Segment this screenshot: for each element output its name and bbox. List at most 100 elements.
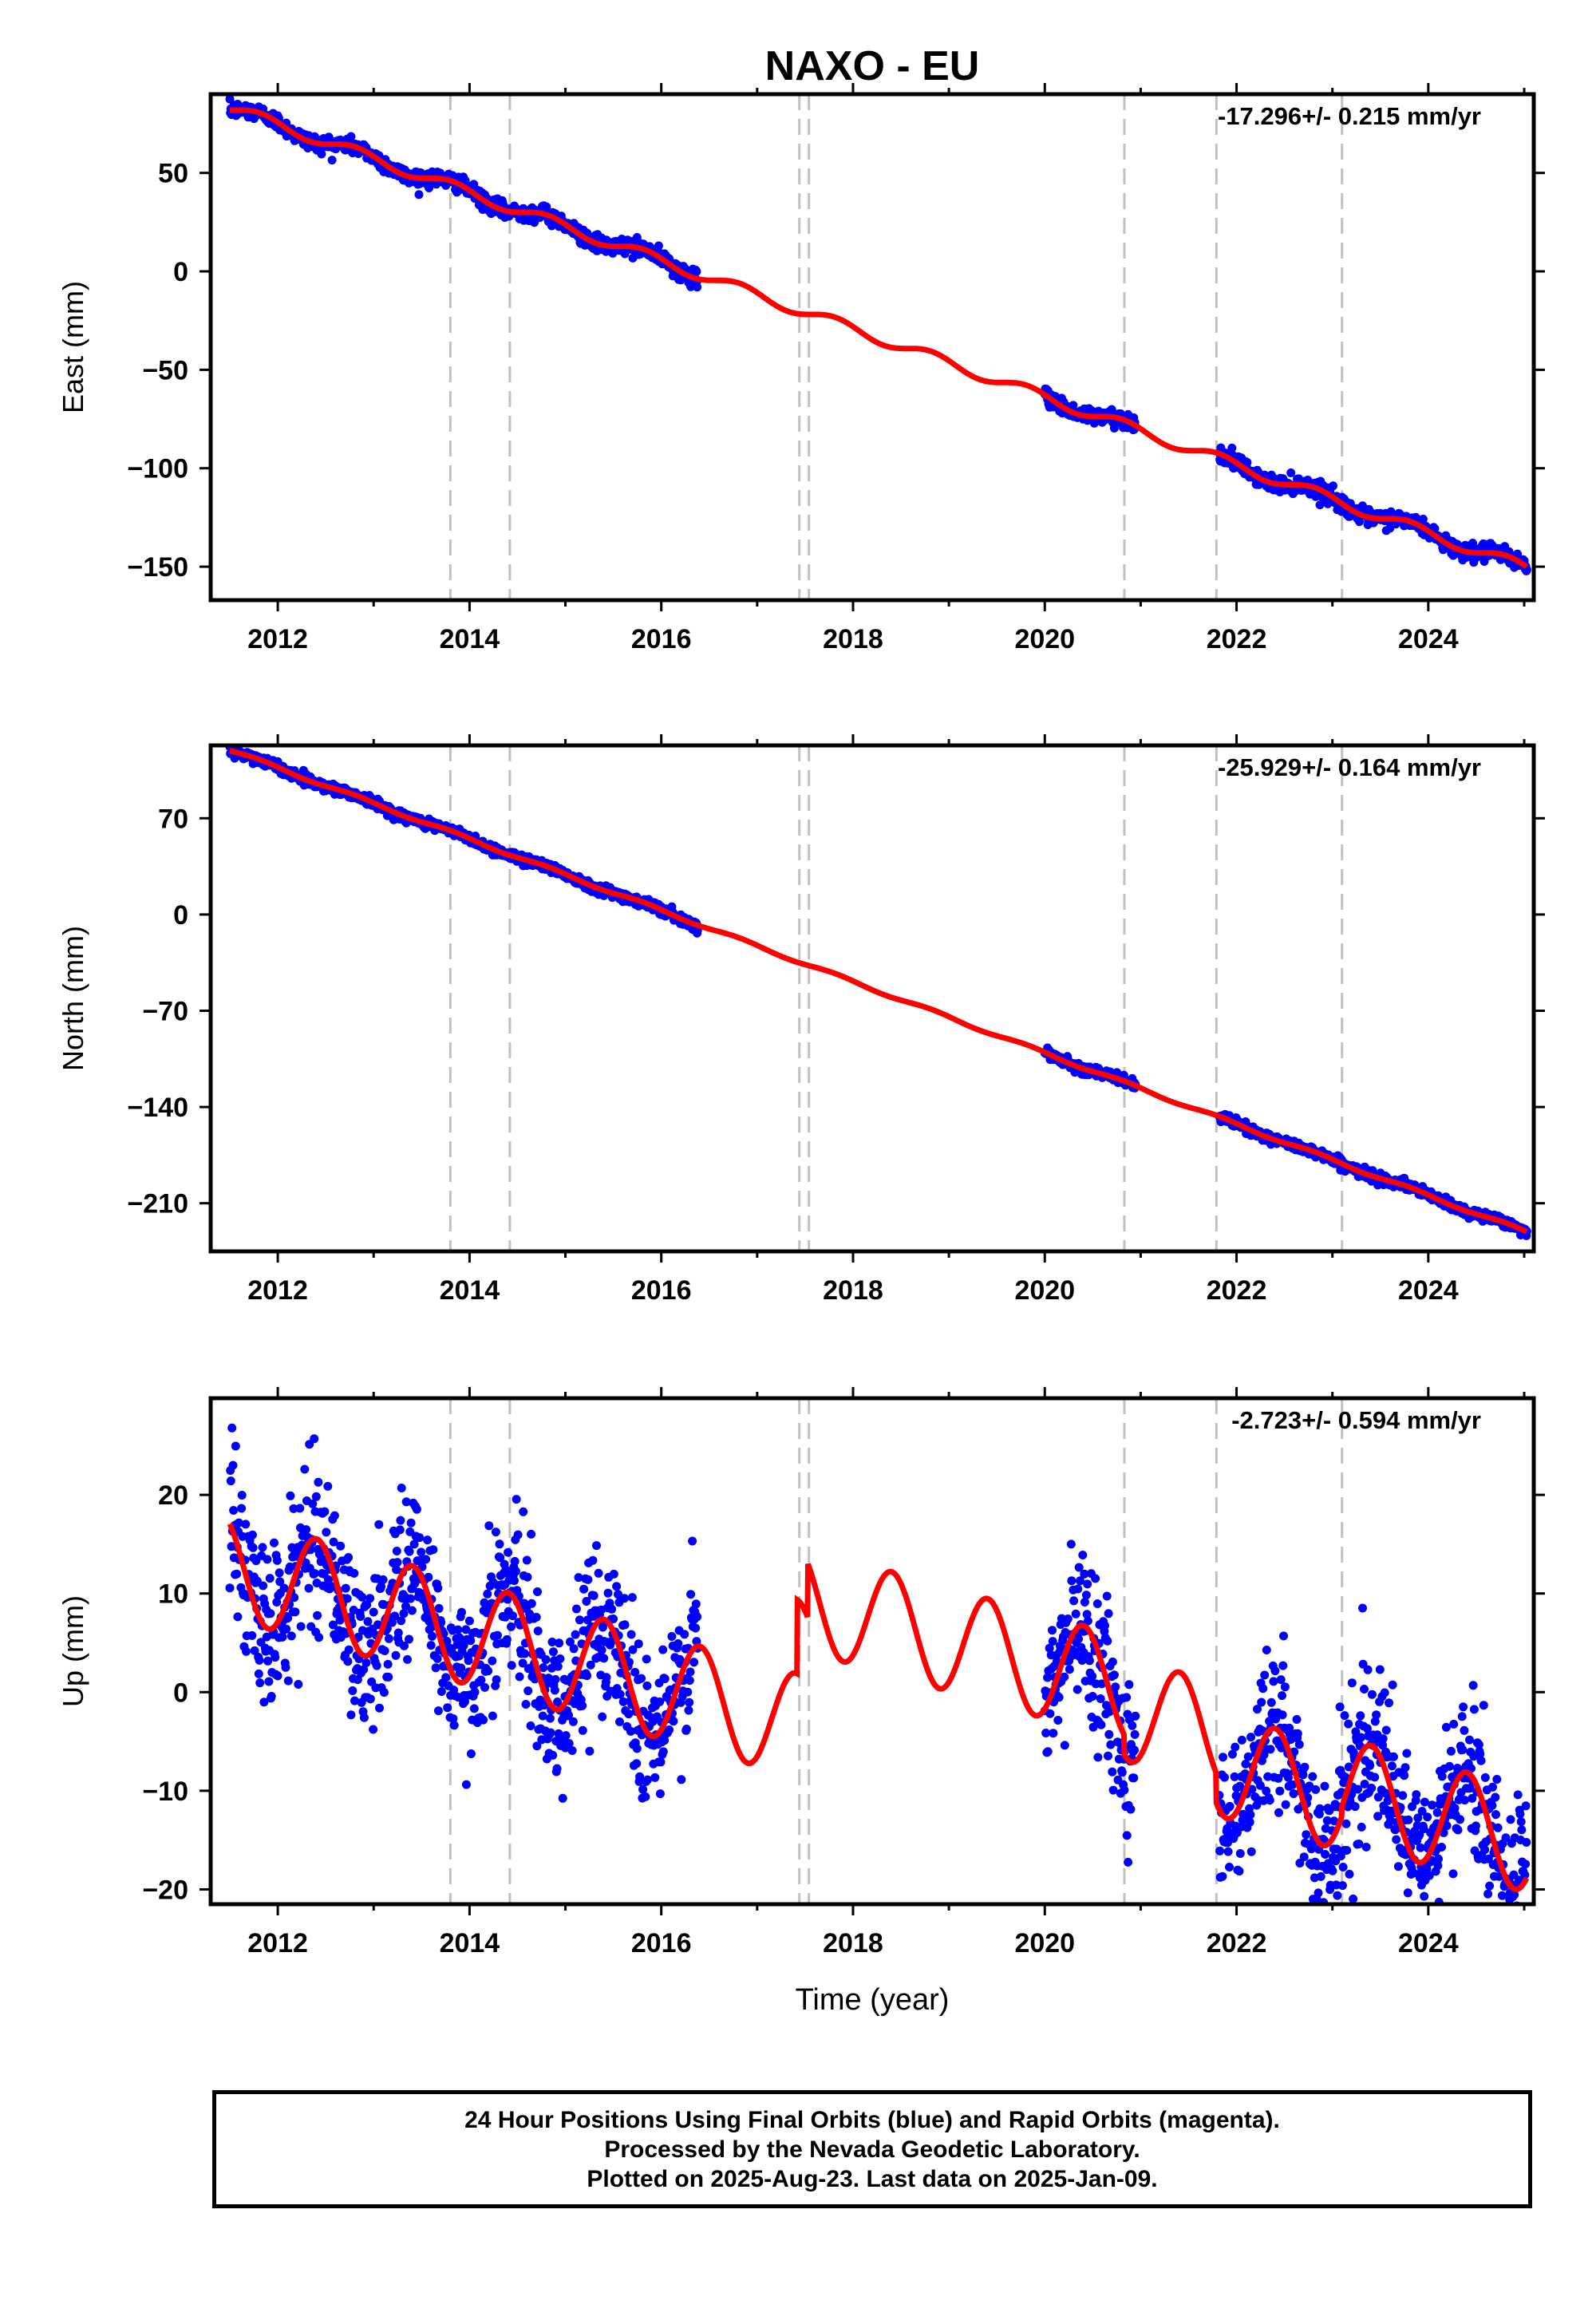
data-point — [417, 1547, 426, 1557]
data-point — [1329, 481, 1337, 491]
data-point — [548, 1647, 558, 1657]
data-point — [1104, 1609, 1113, 1618]
x-tick-label: 2018 — [823, 1275, 883, 1306]
data-point — [495, 1539, 504, 1549]
data-point — [286, 1491, 295, 1500]
data-point — [233, 1612, 243, 1622]
data-point — [1360, 1685, 1369, 1694]
data-point — [1444, 1761, 1454, 1771]
data-point — [415, 1533, 425, 1543]
data-point — [237, 1491, 247, 1500]
data-point — [271, 1653, 280, 1662]
data-point — [1081, 1591, 1091, 1600]
data-point — [1358, 1603, 1367, 1613]
data-point — [693, 283, 702, 292]
data-point — [272, 1555, 282, 1565]
data-point — [457, 1607, 466, 1617]
data-point — [527, 1529, 536, 1539]
data-point — [395, 1525, 405, 1535]
data-point — [545, 1713, 555, 1723]
data-point — [685, 1697, 694, 1707]
data-point — [1215, 1846, 1225, 1856]
data-point — [282, 1624, 291, 1634]
data-point — [583, 1575, 593, 1584]
data-point — [1437, 1843, 1446, 1852]
x-tick-label: 2012 — [247, 1275, 308, 1306]
data-point — [484, 1521, 494, 1531]
data-point — [521, 1700, 531, 1709]
rate-label: -25.929+/- 0.164 mm/yr — [1218, 753, 1481, 781]
data-point — [488, 1711, 497, 1721]
data-point — [642, 1654, 651, 1664]
data-point — [443, 1703, 452, 1713]
data-point — [588, 1555, 598, 1565]
data-point — [548, 1750, 558, 1760]
data-point — [1104, 1729, 1114, 1739]
data-point — [1258, 1684, 1268, 1694]
data-point — [414, 190, 424, 200]
data-point — [691, 1599, 701, 1609]
data-point — [359, 1713, 369, 1722]
data-point — [466, 1636, 476, 1646]
data-point — [392, 1547, 401, 1555]
data-point — [375, 1703, 384, 1713]
data-point — [1266, 1745, 1275, 1754]
data-point — [1083, 1579, 1092, 1589]
data-point — [685, 1667, 695, 1677]
data-point — [1402, 1749, 1412, 1758]
data-point — [453, 1625, 463, 1634]
model-fit-line — [229, 748, 1528, 1235]
data-point — [1338, 1863, 1348, 1871]
data-point — [356, 1612, 365, 1621]
data-point — [1235, 1849, 1245, 1858]
data-point — [1308, 1772, 1317, 1781]
data-point — [592, 1541, 601, 1551]
data-point — [317, 149, 326, 159]
data-point — [1434, 1854, 1443, 1863]
data-point — [1231, 1742, 1240, 1752]
data-point — [1279, 1631, 1288, 1641]
y-tick-label: −100 — [127, 454, 188, 484]
data-point — [1316, 1871, 1325, 1881]
data-point — [311, 1492, 321, 1501]
data-point — [515, 1672, 524, 1682]
data-point — [1235, 1867, 1244, 1876]
data-point — [1350, 1802, 1360, 1812]
data-point — [1067, 1576, 1077, 1586]
data-point — [384, 1672, 393, 1682]
x-tick-label: 2014 — [440, 624, 500, 654]
data-point — [1073, 1584, 1083, 1594]
data-point — [571, 1604, 581, 1614]
data-point — [1400, 1763, 1410, 1773]
data-point — [615, 1690, 625, 1699]
data-point — [314, 1477, 323, 1487]
y-tick-label: −50 — [142, 355, 188, 385]
data-point — [248, 1543, 258, 1552]
y-tick-label: −210 — [127, 1189, 188, 1219]
data-point — [1054, 1693, 1064, 1702]
data-point — [247, 1630, 257, 1640]
data-point — [693, 1612, 702, 1622]
data-point — [344, 1645, 354, 1654]
data-point — [1120, 1785, 1129, 1795]
data-point — [1278, 1691, 1286, 1701]
x-tick-label: 2016 — [631, 624, 692, 654]
data-point — [531, 1612, 541, 1622]
data-point — [1066, 1539, 1076, 1549]
y-tick-label: −150 — [127, 552, 188, 583]
data-point — [520, 1649, 530, 1658]
data-point — [484, 1666, 492, 1676]
data-point — [1385, 1698, 1393, 1708]
data-point — [406, 1594, 415, 1603]
data-point — [632, 1759, 642, 1769]
data-point — [1074, 1634, 1083, 1644]
data-point — [575, 1615, 584, 1625]
x-tick-label: 2016 — [631, 1275, 692, 1306]
data-point — [380, 1646, 389, 1655]
data-point — [259, 1581, 268, 1591]
data-point — [1453, 1825, 1463, 1835]
data-point — [344, 1553, 354, 1562]
data-point — [295, 1504, 305, 1513]
data-point — [228, 1460, 238, 1470]
data-point — [541, 1655, 551, 1664]
